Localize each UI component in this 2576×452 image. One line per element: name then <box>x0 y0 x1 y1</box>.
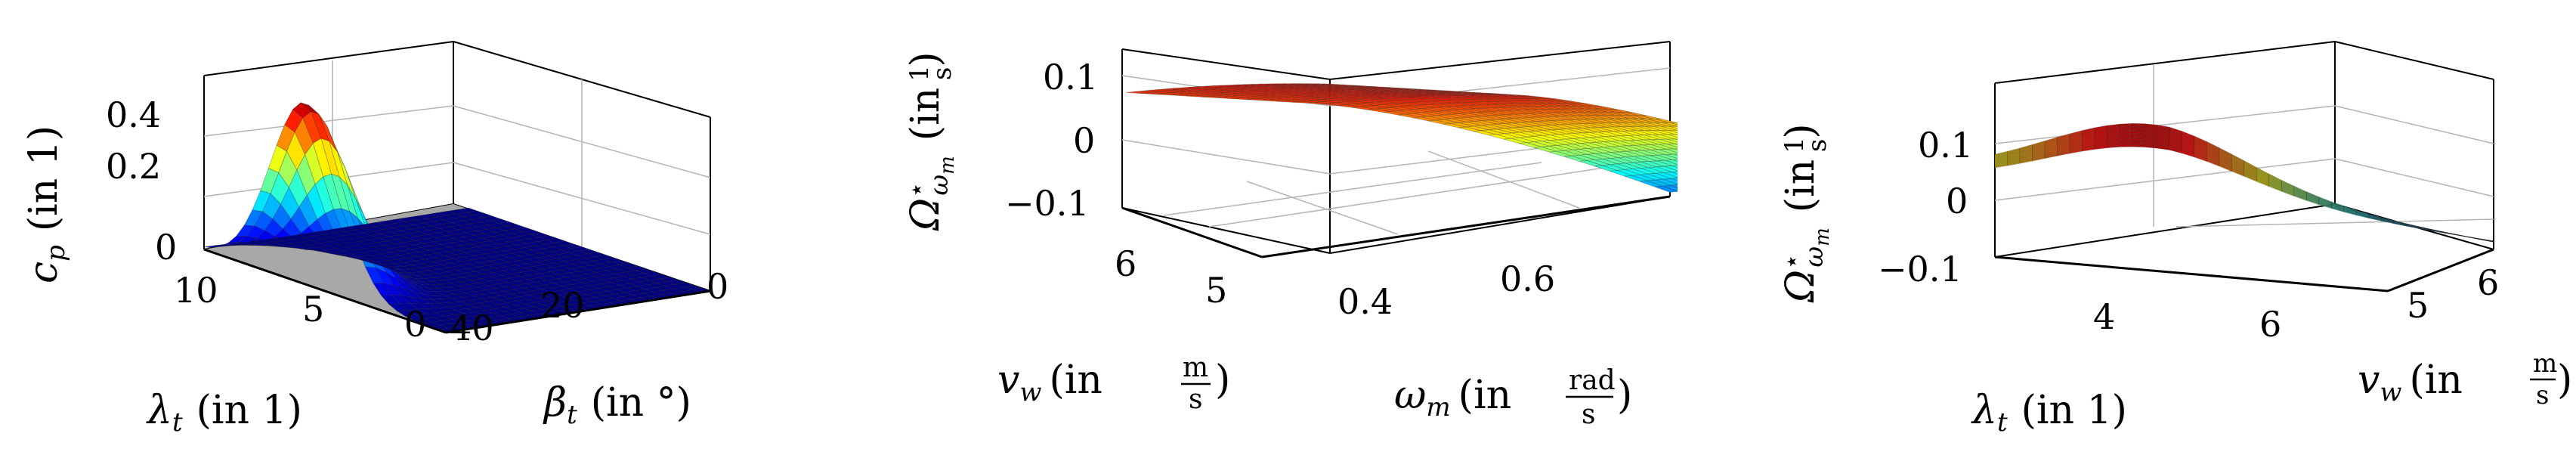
omega-vw-svg: 0.1 0 −0.1 4 6 5 6 Ω⋆ωm(in1s) λt (in 1) v… <box>1777 41 2572 438</box>
grid-lines <box>203 60 711 249</box>
omega-vw-surface-patch <box>2132 145 2145 148</box>
cp-surface-patch <box>458 207 477 213</box>
om1-ytick-1: 0.6 <box>1500 259 1555 299</box>
om1-ylabel: ωm (in <box>1394 373 1511 423</box>
svg-text:Ω⋆ωm(in1s): Ω⋆ωm(in1s) <box>1777 123 1834 303</box>
omega-vw-surface-patch <box>2481 239 2494 242</box>
omega-vw-surface-patch <box>2431 229 2445 233</box>
om2-ylabel-frac-num: m <box>2533 348 2557 379</box>
om2-zlabel: Ω⋆ωm(in1s) <box>1777 123 1834 303</box>
om2-ylabel: vw (in <box>2358 358 2463 407</box>
omega-vw-surface-patch <box>2431 229 2445 233</box>
om1-xlabel-frac-den: s <box>1189 384 1202 415</box>
cp-ytick-2: 0 <box>707 266 728 307</box>
omega-wm-surface-mesh <box>1125 83 1875 193</box>
cp-xtick-1: 5 <box>302 289 324 330</box>
om1-xlabel-frac-num: m <box>1183 352 1208 383</box>
om1-zlabel: Ω⋆ωm(in1s) <box>901 51 959 231</box>
chart-omega-lambda-vw: 0.1 0 −0.1 4 6 5 6 Ω⋆ωm(in1s) λt (in 1) v… <box>1730 0 2576 448</box>
front-axes <box>203 248 711 334</box>
omega-vw-surface-patch <box>2431 230 2445 234</box>
omega-vw-surface-patch <box>2418 226 2432 231</box>
omega-vw-surface-patch <box>2443 231 2457 235</box>
cp-zlabel: cp(in 1) <box>21 125 71 283</box>
omega-vw-surface-patch <box>2481 238 2494 242</box>
front-axes <box>1121 195 1671 259</box>
omega-vw-surface-mesh <box>1994 122 2494 243</box>
om2-ytick-0: 5 <box>2407 285 2429 326</box>
om2-ztick-0: 0.1 <box>1918 125 1973 166</box>
front-axes <box>1994 248 2494 293</box>
cp-ytick-0: 40 <box>450 308 494 348</box>
om2-ylabel-close: ) <box>2557 358 2572 403</box>
cp-ytick-1: 20 <box>540 285 585 326</box>
omega-vw-surface-patch <box>2456 234 2469 237</box>
cp-ztick-1: 0.2 <box>106 146 161 187</box>
cp-xtick-0: 10 <box>174 270 218 311</box>
svg-text:Ω⋆ωm(in1s): Ω⋆ωm(in1s) <box>901 51 959 231</box>
om2-ytick-1: 6 <box>2477 262 2499 303</box>
chart-cp-surface: 0.4 0.2 0 10 5 0 40 20 0 cp(in 1) λt (in … <box>0 0 756 448</box>
om2-ztick-2: −0.1 <box>1878 249 1962 289</box>
omega-vw-surface-patch <box>2481 239 2494 243</box>
cp-xtick-2: 0 <box>404 304 426 345</box>
om1-xtick-0: 6 <box>1115 243 1136 284</box>
svg-text:cp(in 1): cp(in 1) <box>21 125 71 283</box>
cp-ylabel: βt (in °) <box>543 380 691 430</box>
om1-ylabel-frac-den: s <box>1582 399 1595 430</box>
om1-ytick-0: 0.4 <box>1337 281 1393 322</box>
cp-surface-svg: 0.4 0.2 0 10 5 0 40 20 0 cp(in 1) λt (in … <box>21 41 728 438</box>
om1-ztick-0: 0.1 <box>1043 57 1098 98</box>
omega-vw-surface-patch <box>2431 229 2445 233</box>
om1-ztick-2: −0.1 <box>1005 183 1090 224</box>
om2-ylabel-frac-den: s <box>2536 380 2549 410</box>
om2-xtick-0: 4 <box>2093 296 2115 337</box>
cp-ztick-2: 0 <box>155 227 177 268</box>
om1-ylabel-close: ) <box>1617 373 1632 418</box>
omega-vw-surface-patch <box>2418 227 2432 231</box>
omega-vw-surface-patch <box>2418 227 2432 231</box>
om1-ztick-1: 0 <box>1073 120 1095 161</box>
om1-xlabel: vw (in <box>997 358 1102 407</box>
cp-surface-mesh <box>203 102 711 333</box>
omega-vw-surface-patch <box>2119 145 2132 147</box>
omega-wm-svg: 0.1 0 −0.1 6 5 0.4 0.6 Ω⋆ωm(in1s) vw (in … <box>901 41 1875 430</box>
om2-xtick-1: 6 <box>2259 304 2281 345</box>
omega-vw-surface-patch <box>2431 229 2445 233</box>
chart-omega-vw-wm: 0.1 0 −0.1 6 5 0.4 0.6 Ω⋆ωm(in1s) vw (in … <box>854 0 1875 448</box>
omega-vw-surface-patch <box>2456 234 2469 237</box>
om2-ztick-1: 0 <box>1946 181 1968 221</box>
omega-vw-surface-patch <box>2431 230 2445 234</box>
omega-vw-surface-patch <box>2468 237 2482 240</box>
cp-xlabel: λt (in 1) <box>146 388 302 438</box>
omega-vw-surface-patch <box>2443 232 2457 236</box>
om1-xtick-1: 5 <box>1205 270 1227 311</box>
omega-vw-surface-patch <box>2468 237 2482 240</box>
cp-ztick-0: 0.4 <box>106 94 161 135</box>
omega-vw-surface-patch <box>2406 224 2420 228</box>
om2-xlabel: λt (in 1) <box>1971 388 2127 438</box>
om1-xlabel-close: ) <box>1215 358 1230 403</box>
om1-ylabel-frac-num: rad <box>1569 365 1616 396</box>
